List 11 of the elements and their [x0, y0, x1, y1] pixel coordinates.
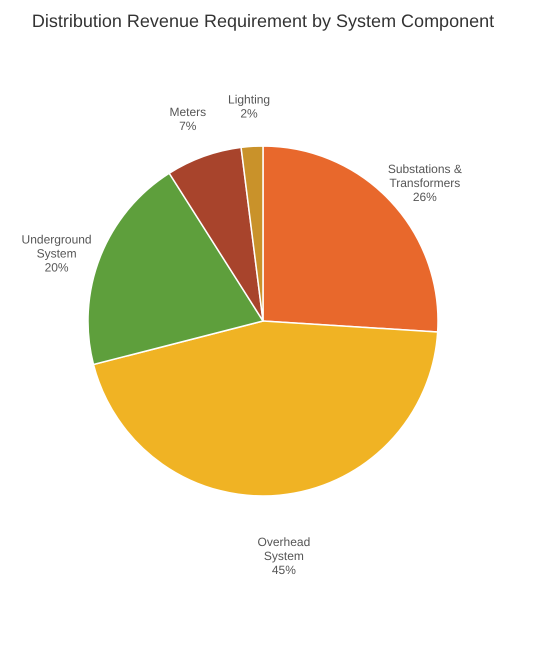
slice-label: Underground System [22, 232, 92, 260]
data-label: 2% [240, 106, 258, 120]
slice-label: Substations & Transformers [388, 162, 462, 190]
slice-label: Meters [169, 105, 206, 120]
data-label: 45% [272, 563, 296, 578]
data-label: 7% [179, 119, 197, 134]
slice-label: Overhead System [258, 535, 310, 564]
data-label: 20% [44, 260, 69, 274]
chart-title: Distribution Revenue Requirement by System Component [32, 11, 494, 31]
slice-label: Lighting [228, 92, 270, 106]
data-label: 26% [412, 190, 438, 204]
